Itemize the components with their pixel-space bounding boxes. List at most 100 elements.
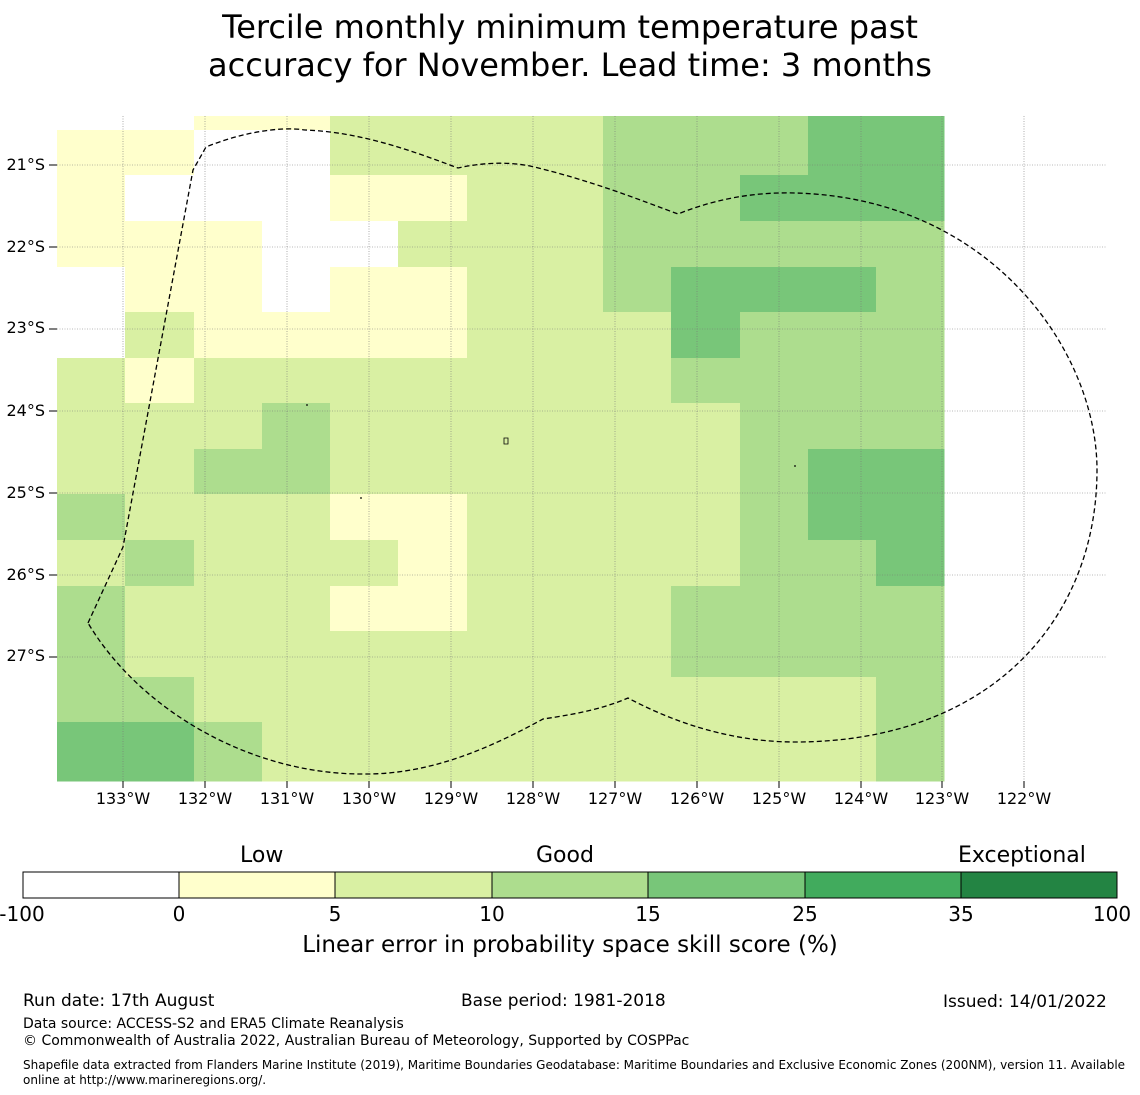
- colorbar-swatch: [491, 871, 649, 899]
- grid-cell: [671, 767, 741, 782]
- grid-cell: [262, 358, 331, 404]
- grid-cell: [330, 130, 399, 176]
- colorbar-swatch: [334, 871, 493, 899]
- title-line-2: accuracy for November. Lead time: 3 mont…: [208, 46, 932, 84]
- grid-cell: [57, 540, 126, 587]
- grid-cell: [57, 312, 126, 359]
- grid-cell: [876, 631, 945, 678]
- grid-cell: [808, 358, 877, 404]
- lon-label-123w: 123°W: [914, 789, 970, 808]
- grid-cell: [194, 586, 263, 632]
- grid-cell: [467, 494, 536, 541]
- grid-cell: [398, 175, 468, 222]
- eez-boundary-line: [87, 128, 1098, 775]
- grid-cell: [808, 677, 877, 723]
- grid-cell: [876, 586, 945, 632]
- grid-cell: [398, 540, 468, 587]
- grid-cell: [876, 767, 945, 782]
- grid-cell: [740, 677, 809, 723]
- copyright-notice: © Commonwealth of Australia 2022, Austra…: [23, 1033, 690, 1049]
- lat-label-26s: 26°S: [6, 565, 45, 584]
- island-marker: [360, 497, 362, 499]
- colorbar-swatch: [22, 871, 180, 899]
- grid-cell: [262, 221, 331, 268]
- grid-cell: [603, 767, 672, 782]
- grid-cell: [330, 677, 399, 723]
- grid-cell: [876, 403, 945, 450]
- grid-cell: [740, 722, 809, 768]
- grid-cell: [671, 449, 741, 495]
- grid-cell: [603, 267, 672, 313]
- grid-cell: [876, 722, 945, 768]
- grid-cell: [671, 312, 741, 359]
- grid-cell: [398, 586, 468, 632]
- colorbar-tick: 10: [479, 902, 505, 926]
- grid-cell: [876, 449, 945, 495]
- grid-cell: [125, 221, 195, 268]
- grid-cell: [740, 175, 809, 222]
- skill-grid-cells: [57, 116, 945, 782]
- grid-cell: [398, 130, 468, 176]
- grid-cell: [467, 221, 536, 268]
- grid-cell: [262, 175, 331, 222]
- grid-cell: [740, 267, 809, 313]
- grid-cell: [125, 130, 195, 176]
- grid-cell: [330, 722, 399, 768]
- grid-cell: [125, 677, 195, 723]
- grid-cell: [603, 116, 672, 131]
- grid-cell: [262, 722, 331, 768]
- grid-cell: [535, 540, 604, 587]
- grid-cell: [808, 631, 877, 678]
- grid-cell: [262, 449, 331, 495]
- lon-label-129w: 129°W: [423, 789, 479, 808]
- issued-date: Issued: 14/01/2022: [943, 992, 1107, 1012]
- grid-cell: [603, 586, 672, 632]
- lon-label-122w: 122°W: [996, 789, 1052, 808]
- grid-cell: [808, 767, 877, 782]
- grid-cell: [194, 267, 263, 313]
- grid-cell: [808, 540, 877, 587]
- grid-cell: [740, 631, 809, 678]
- grid-cell: [535, 116, 604, 131]
- grid-cell: [194, 449, 263, 495]
- grid-cell: [671, 221, 741, 268]
- grid-cell: [194, 175, 263, 222]
- grid-cell: [603, 221, 672, 268]
- grid-cell: [808, 116, 877, 131]
- grid-cell: [876, 116, 945, 131]
- colorbar-category-exceptional: Exceptional: [958, 843, 1086, 868]
- grid-cell: [57, 677, 126, 723]
- grid-cell: [330, 175, 399, 222]
- lon-label-124w: 124°W: [833, 789, 889, 808]
- island-marker: [794, 465, 796, 467]
- lon-label-130w: 130°W: [341, 789, 397, 808]
- grid-cell: [262, 767, 331, 782]
- grid-cell: [57, 403, 126, 450]
- grid-cell: [603, 540, 672, 587]
- grid-cell: [194, 767, 263, 782]
- grid-cell: [808, 312, 877, 359]
- grid-cell: [57, 175, 126, 222]
- grid-cell: [740, 221, 809, 268]
- grid-cell: [808, 449, 877, 495]
- grid-cell: [876, 267, 945, 313]
- grid-cell: [194, 358, 263, 404]
- grid-cell: [467, 767, 536, 782]
- base-period: Base period: 1981-2018: [461, 991, 666, 1011]
- grid-cell: [876, 175, 945, 222]
- grid-cell: [262, 403, 331, 450]
- grid-cell: [57, 586, 126, 632]
- grid-cell: [398, 358, 468, 404]
- grid-cell: [57, 130, 126, 176]
- grid-cell: [740, 403, 809, 450]
- colorbar-swatch: [960, 871, 1118, 899]
- skill-score-map: [49, 116, 1106, 788]
- run-date: Run date: 17th August: [23, 991, 215, 1011]
- grid-cell: [398, 677, 468, 723]
- grid-cell: [125, 586, 195, 632]
- grid-cell: [467, 722, 536, 768]
- island-marker: [306, 404, 308, 406]
- colorbar-swatch: [804, 871, 962, 899]
- chart-title: Tercile monthly minimum temperature past…: [0, 8, 1140, 84]
- grid-cell: [740, 130, 809, 176]
